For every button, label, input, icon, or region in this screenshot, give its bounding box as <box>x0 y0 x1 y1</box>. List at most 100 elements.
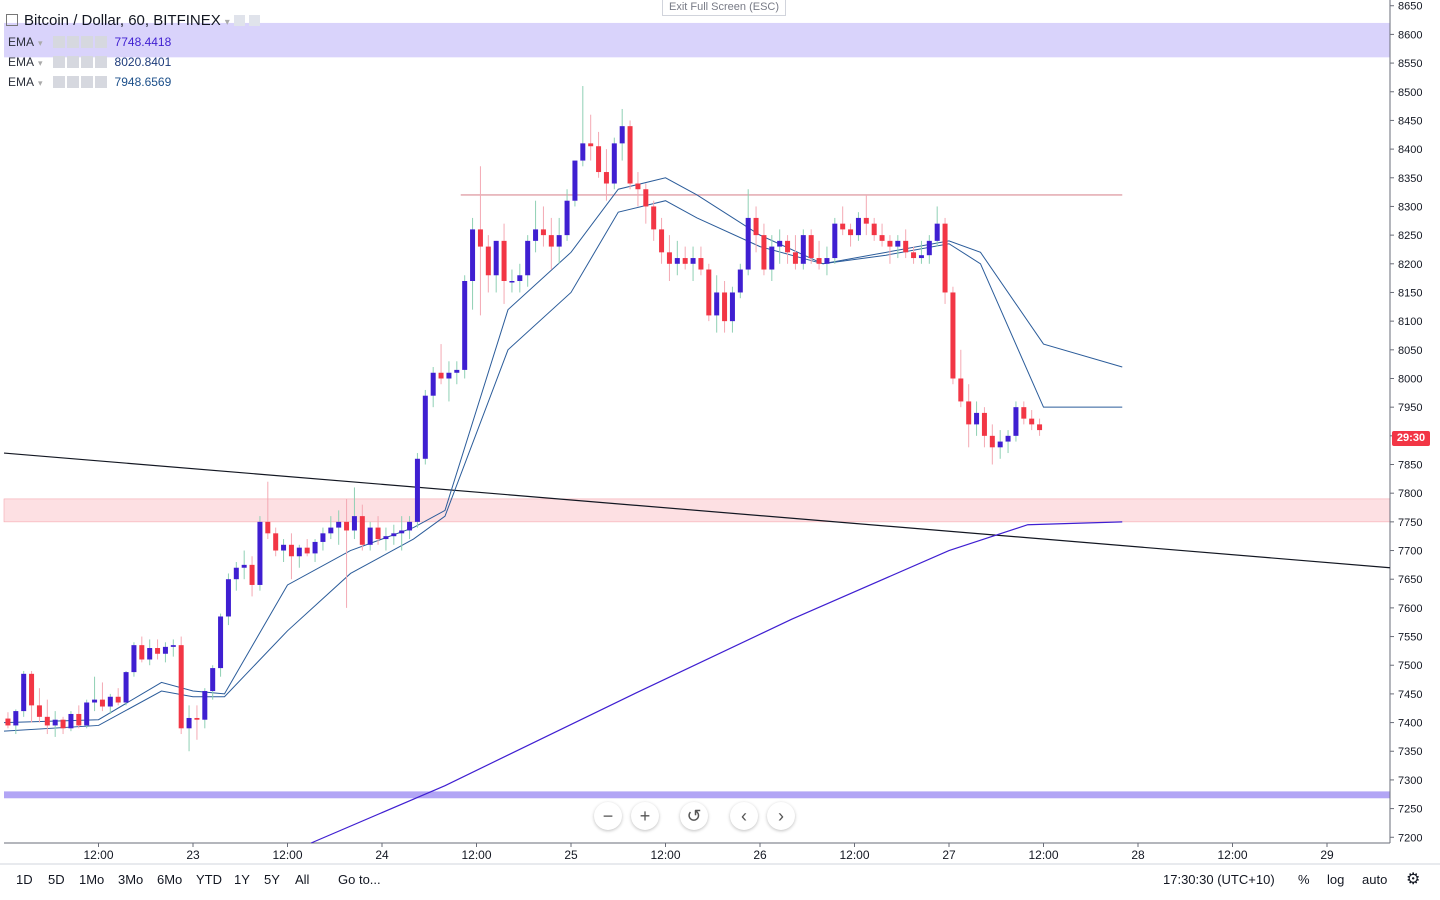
range-3mo[interactable]: 3Mo <box>118 872 144 887</box>
percent-toggle[interactable]: % <box>1298 872 1310 887</box>
candle-body <box>407 521 413 531</box>
candle-body <box>533 229 539 241</box>
candle-body <box>312 541 318 554</box>
indicator-value: 7948.6569 <box>114 75 172 89</box>
eye-icon[interactable] <box>52 56 65 68</box>
candle-body <box>611 143 617 184</box>
collapse-icon[interactable] <box>6 14 18 26</box>
candle-body <box>690 258 696 264</box>
candle-body <box>525 240 531 276</box>
candle-body <box>328 527 334 534</box>
candle-body <box>5 718 11 726</box>
candle-body <box>1021 407 1027 419</box>
indicator-name: EMA <box>8 55 35 69</box>
candle-body <box>36 705 42 717</box>
eye-icon[interactable] <box>52 76 65 88</box>
eye-icon[interactable] <box>233 15 245 26</box>
close-icon[interactable] <box>94 56 107 68</box>
goto-button[interactable]: Go to... <box>338 872 381 887</box>
candle-body <box>225 579 231 617</box>
scroll-left-icon[interactable]: ‹ <box>730 802 758 830</box>
candle-body <box>918 255 924 259</box>
log-toggle[interactable]: log <box>1327 872 1345 887</box>
candle-body <box>210 668 216 692</box>
gear-icon[interactable]: ⚙ <box>1406 871 1421 888</box>
candle-body <box>761 235 767 270</box>
settings-icon[interactable] <box>66 76 79 88</box>
plus-icon[interactable] <box>80 36 93 48</box>
candle-body <box>186 717 192 729</box>
candle-body <box>399 530 405 534</box>
candle-body <box>1013 407 1019 436</box>
range-5d[interactable]: 5D <box>48 872 65 887</box>
candle-body <box>44 716 50 726</box>
candle-body <box>958 378 964 402</box>
chevron-down-icon[interactable]: ▾ <box>224 17 230 28</box>
settings-icon[interactable] <box>66 56 79 68</box>
range-ytd[interactable]: YTD <box>196 872 222 887</box>
range-1d[interactable]: 1D <box>16 872 33 887</box>
ema-slow-line <box>310 521 1123 844</box>
eye-icon[interactable] <box>52 36 65 48</box>
indicator-row-1[interactable]: EMA ▾ 7748.4418 <box>8 34 171 50</box>
y-tick-label: 8600 <box>1398 29 1422 41</box>
y-tick-label: 7750 <box>1398 517 1422 529</box>
range-1mo[interactable]: 1Mo <box>79 872 105 887</box>
range-6mo[interactable]: 6Mo <box>157 872 183 887</box>
candle-body <box>170 645 176 647</box>
zoom-in-icon[interactable]: + <box>631 802 659 830</box>
candle-body <box>1029 418 1035 425</box>
close-icon[interactable] <box>94 36 107 48</box>
candle-body <box>202 691 208 720</box>
candle-body <box>233 567 239 580</box>
candle-body <box>848 229 854 236</box>
settings-icon[interactable] <box>66 36 79 48</box>
candle-body <box>769 246 775 270</box>
scroll-right-icon[interactable]: › <box>767 802 795 830</box>
plus-icon[interactable] <box>80 56 93 68</box>
candle-body <box>871 223 877 236</box>
auto-toggle[interactable]: auto <box>1362 872 1388 887</box>
range-1y[interactable]: 1Y <box>234 872 250 887</box>
candle-body <box>785 240 791 253</box>
candle-body <box>265 521 271 534</box>
candle-body <box>139 645 145 660</box>
zoom-out-icon[interactable]: − <box>594 802 622 830</box>
candle-body <box>580 143 586 161</box>
chevron-down-icon[interactable]: ▾ <box>38 78 43 88</box>
candle-body <box>375 527 381 540</box>
x-tick-label: 12:00 <box>272 848 302 862</box>
last-price-label: 29:30 <box>1392 431 1430 446</box>
indicator-row-3[interactable]: EMA ▾ 7948.6569 <box>8 74 171 90</box>
candle-body <box>926 240 932 256</box>
candle-body <box>446 372 452 379</box>
candle-body <box>344 521 350 531</box>
y-tick-label: 7250 <box>1398 804 1422 816</box>
candle-body <box>588 143 594 147</box>
exit-fullscreen-button[interactable]: Exit Full Screen (ESC) <box>662 0 786 16</box>
chevron-down-icon[interactable]: ▾ <box>38 58 43 68</box>
indicator-value: 7748.4418 <box>114 35 172 49</box>
y-tick-label: 8500 <box>1398 87 1422 99</box>
range-5y[interactable]: 5Y <box>264 872 280 887</box>
y-tick-label: 7400 <box>1398 718 1422 730</box>
candle-body <box>816 258 822 264</box>
indicator-row-2[interactable]: EMA ▾ 8020.8401 <box>8 54 171 70</box>
candle-body <box>706 269 712 316</box>
chevron-down-icon[interactable]: ▾ <box>38 38 43 48</box>
candle-body <box>792 252 798 264</box>
candle-body <box>737 269 743 293</box>
x-tick-label: 27 <box>942 848 956 862</box>
candle-body <box>241 564 247 568</box>
x-tick-label: 12:00 <box>839 848 869 862</box>
settings-icon[interactable] <box>248 15 260 26</box>
plus-icon[interactable] <box>80 76 93 88</box>
reset-icon[interactable]: ↺ <box>680 802 708 830</box>
candle-body <box>422 395 428 459</box>
range-all[interactable]: All <box>295 872 310 887</box>
y-tick-label: 7550 <box>1398 632 1422 644</box>
close-icon[interactable] <box>94 76 107 88</box>
candle-body <box>84 702 90 726</box>
y-tick-label: 8200 <box>1398 259 1422 271</box>
